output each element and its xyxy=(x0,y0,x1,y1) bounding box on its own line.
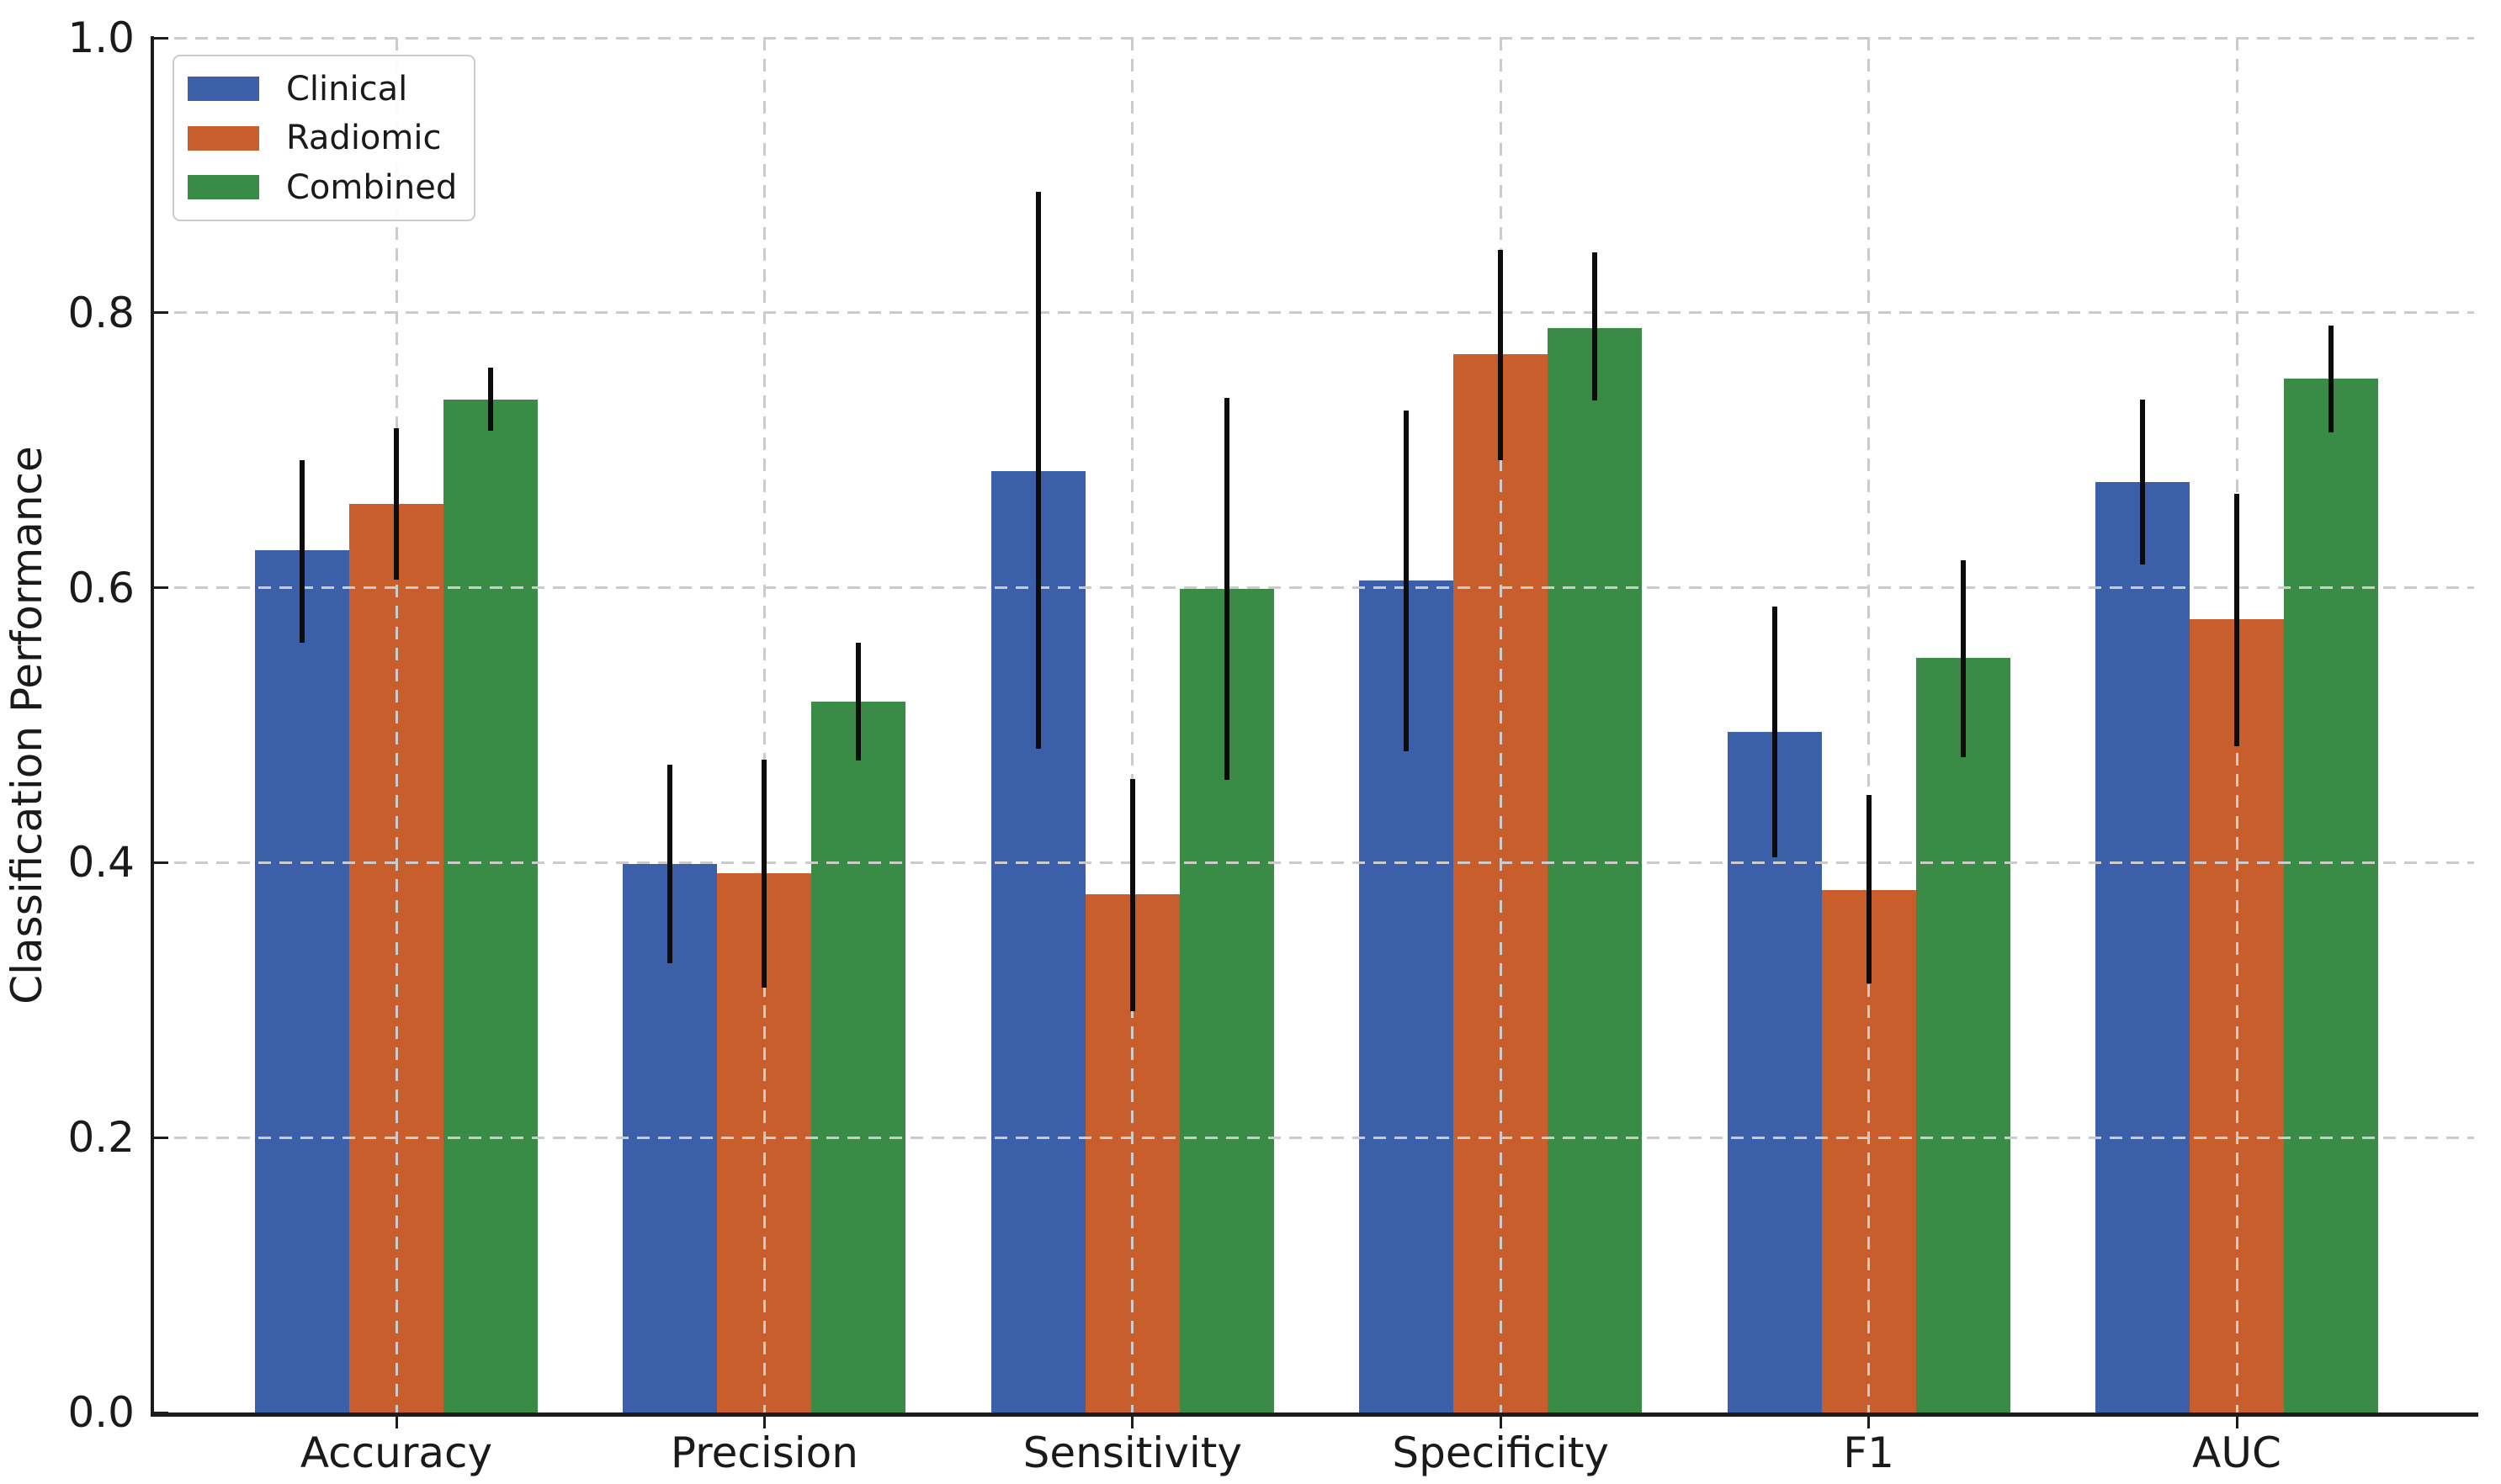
legend-label-clinical: Clinical xyxy=(286,69,408,109)
errorbar-combined-precision xyxy=(856,642,862,761)
legend-label-combined: Combined xyxy=(286,167,458,207)
errorbar-combined-sensitivity xyxy=(1224,398,1229,781)
gridline-x-precision xyxy=(762,38,766,1412)
y-axis-spine xyxy=(151,36,154,1416)
legend-swatch-combined-icon xyxy=(188,175,259,199)
errorbar-clinical-accuracy xyxy=(300,459,305,643)
gridline-y-0.8 xyxy=(153,311,2474,315)
gridline-x-f1 xyxy=(1867,38,1871,1412)
x-axis-spine xyxy=(151,1412,2478,1417)
gridline-y-0.6 xyxy=(153,586,2474,590)
errorbar-radiomic-f1 xyxy=(1866,795,1872,984)
errorbar-clinical-sensitivity xyxy=(1035,192,1041,749)
errorbar-combined-specificity xyxy=(1592,252,1598,401)
x-tick-mark xyxy=(395,1417,398,1428)
gridline-y-0.2 xyxy=(153,1136,2474,1139)
x-tick-label-auc: AUC xyxy=(2192,1428,2281,1477)
errorbar-radiomic-precision xyxy=(762,759,767,988)
bar-combined-specificity xyxy=(1548,327,1643,1412)
y-tick-mark xyxy=(154,586,168,590)
errorbar-radiomic-auc xyxy=(2234,494,2239,746)
errorbar-clinical-precision xyxy=(667,765,673,963)
x-tick-label-precision: Precision xyxy=(670,1428,858,1477)
bar-combined-auc xyxy=(2284,379,2378,1412)
y-axis-title: Classification Performance xyxy=(3,446,51,1004)
errorbar-radiomic-specificity xyxy=(1498,249,1504,460)
x-tick-mark xyxy=(1867,1417,1871,1428)
legend-swatch-radiomic-icon xyxy=(188,125,259,151)
errorbar-combined-accuracy xyxy=(488,368,493,432)
x-tick-label-specificity: Specificity xyxy=(1392,1428,1610,1477)
y-tick-mark xyxy=(154,1136,168,1139)
bar-combined-accuracy xyxy=(443,399,538,1412)
errorbar-radiomic-accuracy xyxy=(394,428,399,580)
y-tick-label: 0.4 xyxy=(67,838,135,888)
x-tick-mark xyxy=(762,1417,766,1428)
y-tick-mark xyxy=(154,1411,168,1414)
errorbar-clinical-auc xyxy=(2140,399,2145,564)
plot-area xyxy=(153,36,2474,1412)
y-tick-label: 0.6 xyxy=(67,563,135,612)
legend-item-clinical: Clinical xyxy=(174,72,474,106)
y-tick-mark xyxy=(154,311,168,315)
errorbar-combined-auc xyxy=(2328,325,2334,432)
errorbar-radiomic-sensitivity xyxy=(1129,778,1135,1011)
y-tick-mark xyxy=(154,861,168,864)
x-tick-label-sensitivity: Sensitivity xyxy=(1022,1428,1242,1477)
x-tick-label-accuracy: Accuracy xyxy=(300,1428,493,1477)
gridline-x-sensitivity xyxy=(1131,38,1134,1412)
errorbar-combined-f1 xyxy=(1960,559,1966,757)
bar-combined-f1 xyxy=(1915,657,2010,1412)
y-tick-label: 0.2 xyxy=(67,1113,135,1163)
errorbar-clinical-f1 xyxy=(1771,607,1777,857)
gridline-y-0.4 xyxy=(153,861,2474,864)
legend-item-radiomic: Radiomic xyxy=(174,121,474,155)
bar-combined-precision xyxy=(811,702,906,1412)
legend-swatch-clinical-icon xyxy=(188,77,259,101)
gridline-y-1 xyxy=(153,36,2474,40)
y-tick-label: 1.0 xyxy=(67,13,135,62)
bar-clinical-accuracy xyxy=(255,550,349,1412)
y-tick-label: 0.0 xyxy=(67,1388,135,1437)
gridline-x-specificity xyxy=(1499,38,1502,1412)
legend-item-combined: Combined xyxy=(174,171,474,204)
x-tick-label-f1: F1 xyxy=(1843,1428,1894,1477)
gridline-x-accuracy xyxy=(395,38,398,1412)
x-tick-mark xyxy=(2235,1417,2238,1428)
y-tick-label: 0.8 xyxy=(67,288,135,337)
bar-clinical-auc xyxy=(2095,481,2190,1412)
x-tick-mark xyxy=(1499,1417,1502,1428)
legend: Clinical Radiomic Combined xyxy=(173,55,475,221)
legend-label-radiomic: Radiomic xyxy=(286,119,442,157)
x-tick-mark xyxy=(1131,1417,1134,1428)
y-tick-mark xyxy=(154,36,168,40)
errorbar-clinical-specificity xyxy=(1404,410,1410,752)
